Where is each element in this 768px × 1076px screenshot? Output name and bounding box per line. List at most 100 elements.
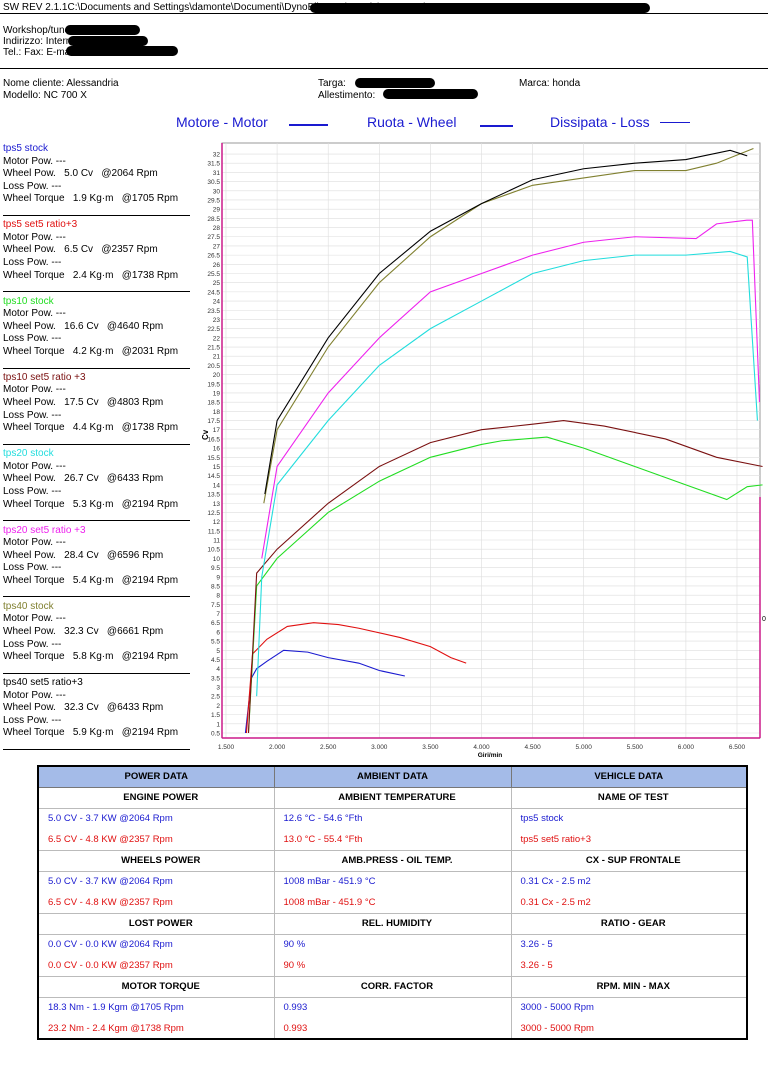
y-tick-label: 21 xyxy=(213,354,221,361)
divider xyxy=(3,443,190,445)
header-ambient-data: AMBIENT DATA xyxy=(274,766,512,788)
y-tick-label: 3 xyxy=(216,685,220,692)
file-path: SW REV 2.1.1C:\Documents and Settings\da… xyxy=(3,2,427,13)
y-tick-label: 19 xyxy=(213,390,221,397)
y-tick-label: 20 xyxy=(213,372,221,379)
section-title: LOST POWER xyxy=(38,913,275,935)
run-wheel-power: Wheel Pow. 32.3 Cv @6661 Rpm xyxy=(3,625,164,637)
trim-label: Allestimento: xyxy=(318,90,376,101)
y-tick-label: 15 xyxy=(213,464,221,471)
run-name: tps5 stock xyxy=(3,143,49,154)
y-tick-label: 27.5 xyxy=(207,234,220,241)
y-tick-label: 30 xyxy=(213,188,221,195)
run-summary: tps5 stock Motor Pow. --- Wheel Pow. 5.0… xyxy=(3,143,190,216)
table-cell: tps5 stock xyxy=(511,808,748,829)
y-tick-label: 10 xyxy=(213,556,221,563)
run-summary: tps40 set5 ratio+3 Motor Pow. --- Wheel … xyxy=(3,677,190,751)
y-tick-label: 5.5 xyxy=(211,639,220,646)
legend-wheel: Ruota - Wheel xyxy=(367,114,457,130)
redacted-workshop xyxy=(65,25,140,35)
y-axis-label: Cv xyxy=(201,429,210,440)
address-label: Indirizzo: Internet: xyxy=(3,36,83,47)
run-loss-power: Loss Pow. --- xyxy=(3,714,62,726)
table-cell: 3.26 - 5 xyxy=(511,934,748,955)
divider xyxy=(3,520,190,522)
table-cell: 0.993 xyxy=(274,997,512,1018)
redacted-contact xyxy=(66,46,178,56)
x-tick-label: 1.500 xyxy=(218,744,235,751)
y-tick-label: 25.5 xyxy=(207,271,220,278)
y-tick-label: 7 xyxy=(216,611,220,618)
legend-wheel-line xyxy=(480,125,513,127)
x-tick-label: 2.000 xyxy=(269,744,286,751)
run-wheel-power: Wheel Pow. 17.5 Cv @4803 Rpm xyxy=(3,397,164,409)
y-tick-label: 5 xyxy=(216,648,220,655)
section-title: ENGINE POWER xyxy=(38,787,275,809)
y-tick-label: 3.5 xyxy=(211,675,220,682)
y-tick-label: 26 xyxy=(213,262,221,269)
y-tick-label: 12.5 xyxy=(207,510,220,517)
y-tick-label: 22.5 xyxy=(207,326,220,333)
legend-motor-line xyxy=(289,124,328,126)
legend-motor: Motore - Motor xyxy=(176,114,268,130)
client-name: Nome cliente: Alessandria xyxy=(3,78,119,89)
run-loss-power: Loss Pow. --- xyxy=(3,409,62,421)
table-cell: 1008 mBar - 451.9 °C xyxy=(274,892,512,914)
client-info: Nome cliente: Alessandria Modello: NC 70… xyxy=(3,78,119,102)
series-line-tps40-set5-ratio-3 xyxy=(264,149,748,495)
y-tick-label: 17.5 xyxy=(207,418,220,425)
redacted-trim xyxy=(383,89,478,99)
y-tick-label: 19.5 xyxy=(207,381,220,388)
contact-label: Tel.: Fax: E-mail: xyxy=(3,47,78,58)
x-tick-label: 6.500 xyxy=(729,744,746,751)
series-line-tps5-set5-ratio-3 xyxy=(245,622,467,734)
series-line-tps10-stock xyxy=(247,436,763,734)
table-cell: 18.3 Nm - 1.9 Kgm @1705 Rpm xyxy=(38,997,275,1018)
divider xyxy=(3,214,190,216)
y-tick-label: 4 xyxy=(216,666,220,673)
right-axis-label: 0 xyxy=(762,616,766,623)
run-loss-power: Loss Pow. --- xyxy=(3,638,62,650)
divider xyxy=(0,13,768,14)
run-loss-power: Loss Pow. --- xyxy=(3,257,62,269)
dyno-chart: 0.511.522.533.544.555.566.577.588.599.51… xyxy=(201,142,766,759)
divider xyxy=(3,749,190,751)
vehicle-info: Targa: Allestimento: xyxy=(318,78,375,102)
x-tick-label: 5.500 xyxy=(627,744,644,751)
run-wheel-torque: Wheel Torque 5.3 Kg·m @2194 Rpm xyxy=(3,498,179,510)
workshop-label: Workshop/tuner: xyxy=(3,25,77,36)
redacted-address xyxy=(68,36,148,46)
y-tick-label: 32 xyxy=(213,152,221,159)
x-tick-label: 4.000 xyxy=(473,744,490,751)
table-cell: 6.5 CV - 4.8 KW @2357 Rpm xyxy=(38,892,275,914)
run-motor-power: Motor Pow. --- xyxy=(3,689,66,701)
run-wheel-torque: Wheel Torque 2.4 Kg·m @1738 Rpm xyxy=(3,269,179,281)
run-summary: tps10 stock Motor Pow. --- Wheel Pow. 16… xyxy=(3,296,190,369)
y-tick-label: 8.5 xyxy=(211,583,220,590)
y-tick-label: 28.5 xyxy=(207,216,220,223)
y-tick-label: 11 xyxy=(213,538,220,545)
run-loss-power: Loss Pow. --- xyxy=(3,333,62,345)
y-tick-label: 15.5 xyxy=(207,455,220,462)
run-wheel-torque: Wheel Torque 4.2 Kg·m @2031 Rpm xyxy=(3,345,179,357)
run-motor-power: Motor Pow. --- xyxy=(3,155,66,167)
table-cell: 0.31 Cx - 2.5 m2 xyxy=(511,871,748,892)
y-tick-label: 9 xyxy=(216,574,220,581)
y-tick-label: 6 xyxy=(216,629,220,636)
run-wheel-torque: Wheel Torque 5.8 Kg·m @2194 Rpm xyxy=(3,651,179,663)
run-name: tps40 set5 ratio+3 xyxy=(3,677,83,689)
table-cell: 13.0 °C - 55.4 °Fth xyxy=(274,829,512,851)
run-wheel-torque: Wheel Torque 4.4 Kg·m @1738 Rpm xyxy=(3,422,179,434)
x-tick-label: 6.000 xyxy=(678,744,695,751)
run-wheel-torque: Wheel Torque 5.4 Kg·m @2194 Rpm xyxy=(3,574,179,586)
y-tick-label: 11.5 xyxy=(208,528,221,535)
y-tick-label: 29.5 xyxy=(207,197,220,204)
client-model: Modello: NC 700 X xyxy=(3,90,87,101)
y-tick-label: 2 xyxy=(216,703,220,710)
divider xyxy=(3,367,190,369)
run-wheel-power: Wheel Pow. 28.4 Cv @6596 Rpm xyxy=(3,549,164,561)
plate-label: Targa: xyxy=(318,78,346,89)
x-tick-label: 5.000 xyxy=(576,744,593,751)
y-tick-label: 29 xyxy=(213,207,221,214)
series-line-tps20-set5-ratio-3 xyxy=(261,219,761,559)
